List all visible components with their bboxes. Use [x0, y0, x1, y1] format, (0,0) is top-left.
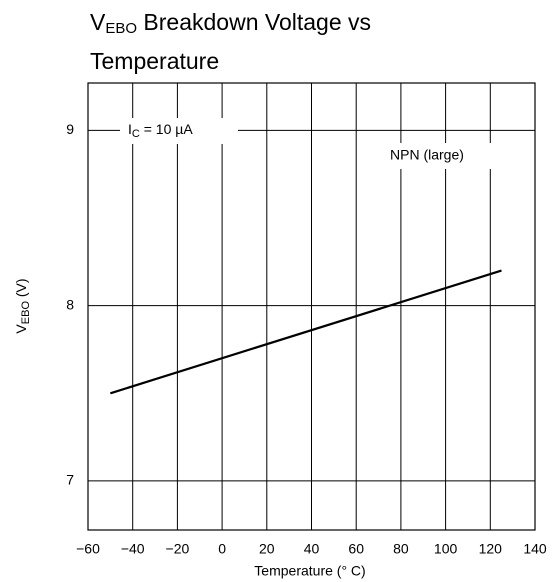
x-tick-label: 60: [348, 541, 364, 557]
plot-frame: [87, 82, 536, 531]
annotation-bg: [120, 118, 238, 144]
x-tick-label: 20: [259, 541, 275, 557]
y-tick-label: 9: [66, 121, 74, 137]
x-tick-label: 120: [479, 541, 503, 557]
annotation-sub: C: [132, 128, 140, 140]
x-tick-label: 100: [434, 541, 458, 557]
x-tick-label: −60: [76, 541, 100, 557]
annotation: IC = 10 µA: [128, 121, 193, 140]
chart-title: VEBO Breakdown Voltage vs Temperature: [90, 6, 420, 77]
x-tick-label: 0: [218, 541, 226, 557]
y-label-rest: (V): [13, 278, 29, 301]
y-axis-label: VEBO (V): [13, 278, 32, 333]
y-tick-label: 8: [66, 296, 74, 312]
y-label-sub: EBO: [20, 301, 32, 325]
x-tick-label: 140: [523, 541, 547, 557]
legend-bg: [385, 143, 515, 169]
title-rest: Breakdown Voltage vs Temperature: [90, 9, 372, 74]
y-label-main: V: [13, 324, 29, 334]
legend-label: NPN (large): [390, 147, 464, 163]
x-tick-label: 40: [304, 541, 320, 557]
x-tick-label: −40: [121, 541, 145, 557]
annotation-main: I: [128, 121, 132, 137]
x-tick-label: −20: [166, 541, 190, 557]
y-tick-label: 7: [66, 472, 74, 488]
data-line: [110, 269, 502, 395]
x-axis-label: Temperature (° C): [254, 563, 365, 579]
x-tick-label: 80: [393, 541, 409, 557]
title-main: V: [90, 9, 106, 35]
annotation-rest: = 10 µA: [140, 121, 193, 137]
title-sub: EBO: [105, 20, 138, 37]
